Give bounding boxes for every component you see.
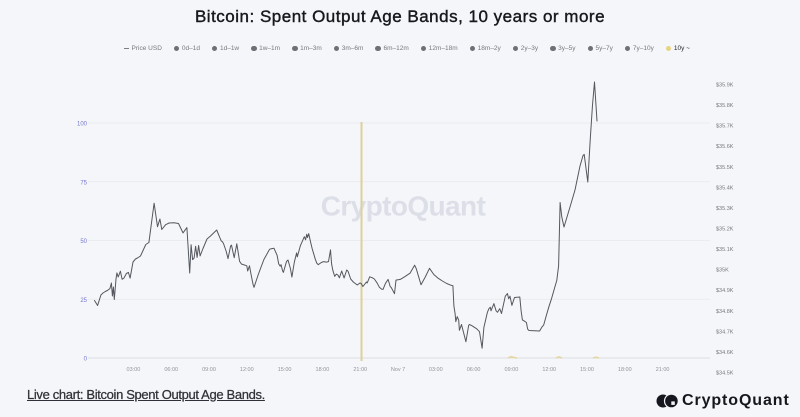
svg-text:$35.4K: $35.4K [716,185,734,191]
svg-text:$35.8K: $35.8K [716,103,734,109]
svg-text:03:00: 03:00 [429,367,443,373]
svg-text:06:00: 06:00 [164,367,178,373]
svg-text:50: 50 [80,239,87,245]
svg-text:$35.3K: $35.3K [716,206,734,212]
svg-text:03:00: 03:00 [127,367,141,373]
svg-text:$35.2K: $35.2K [716,227,734,233]
svg-text:75: 75 [80,180,87,186]
svg-text:21:00: 21:00 [656,367,670,373]
svg-text:Nov 7: Nov 7 [391,367,405,373]
svg-text:21:00: 21:00 [353,367,367,373]
svg-text:$34.7K: $34.7K [716,329,734,335]
svg-text:$34.9K: $34.9K [716,288,734,294]
svg-text:09:00: 09:00 [202,367,216,373]
svg-text:$34.5K: $34.5K [716,371,734,377]
svg-text:$34.8K: $34.8K [716,309,734,315]
svg-text:0: 0 [84,357,88,363]
svg-text:$35.6K: $35.6K [716,144,734,150]
svg-text:18:00: 18:00 [316,367,330,373]
svg-text:$35.7K: $35.7K [716,124,734,130]
svg-text:09:00: 09:00 [505,367,519,373]
svg-text:100: 100 [77,122,88,128]
svg-text:12:00: 12:00 [542,367,556,373]
svg-text:CryptoQuant: CryptoQuant [321,191,486,222]
svg-text:$35.9K: $35.9K [716,83,734,89]
svg-text:$34.6K: $34.6K [716,350,734,356]
svg-text:18:00: 18:00 [618,367,632,373]
svg-text:$35.5K: $35.5K [716,165,734,171]
svg-text:$35K: $35K [716,268,729,274]
svg-text:15:00: 15:00 [278,367,292,373]
svg-text:15:00: 15:00 [580,367,594,373]
svg-text:25: 25 [80,298,87,304]
svg-text:12:00: 12:00 [240,367,254,373]
svg-text:$35.1K: $35.1K [716,247,734,253]
svg-text:06:00: 06:00 [467,367,481,373]
